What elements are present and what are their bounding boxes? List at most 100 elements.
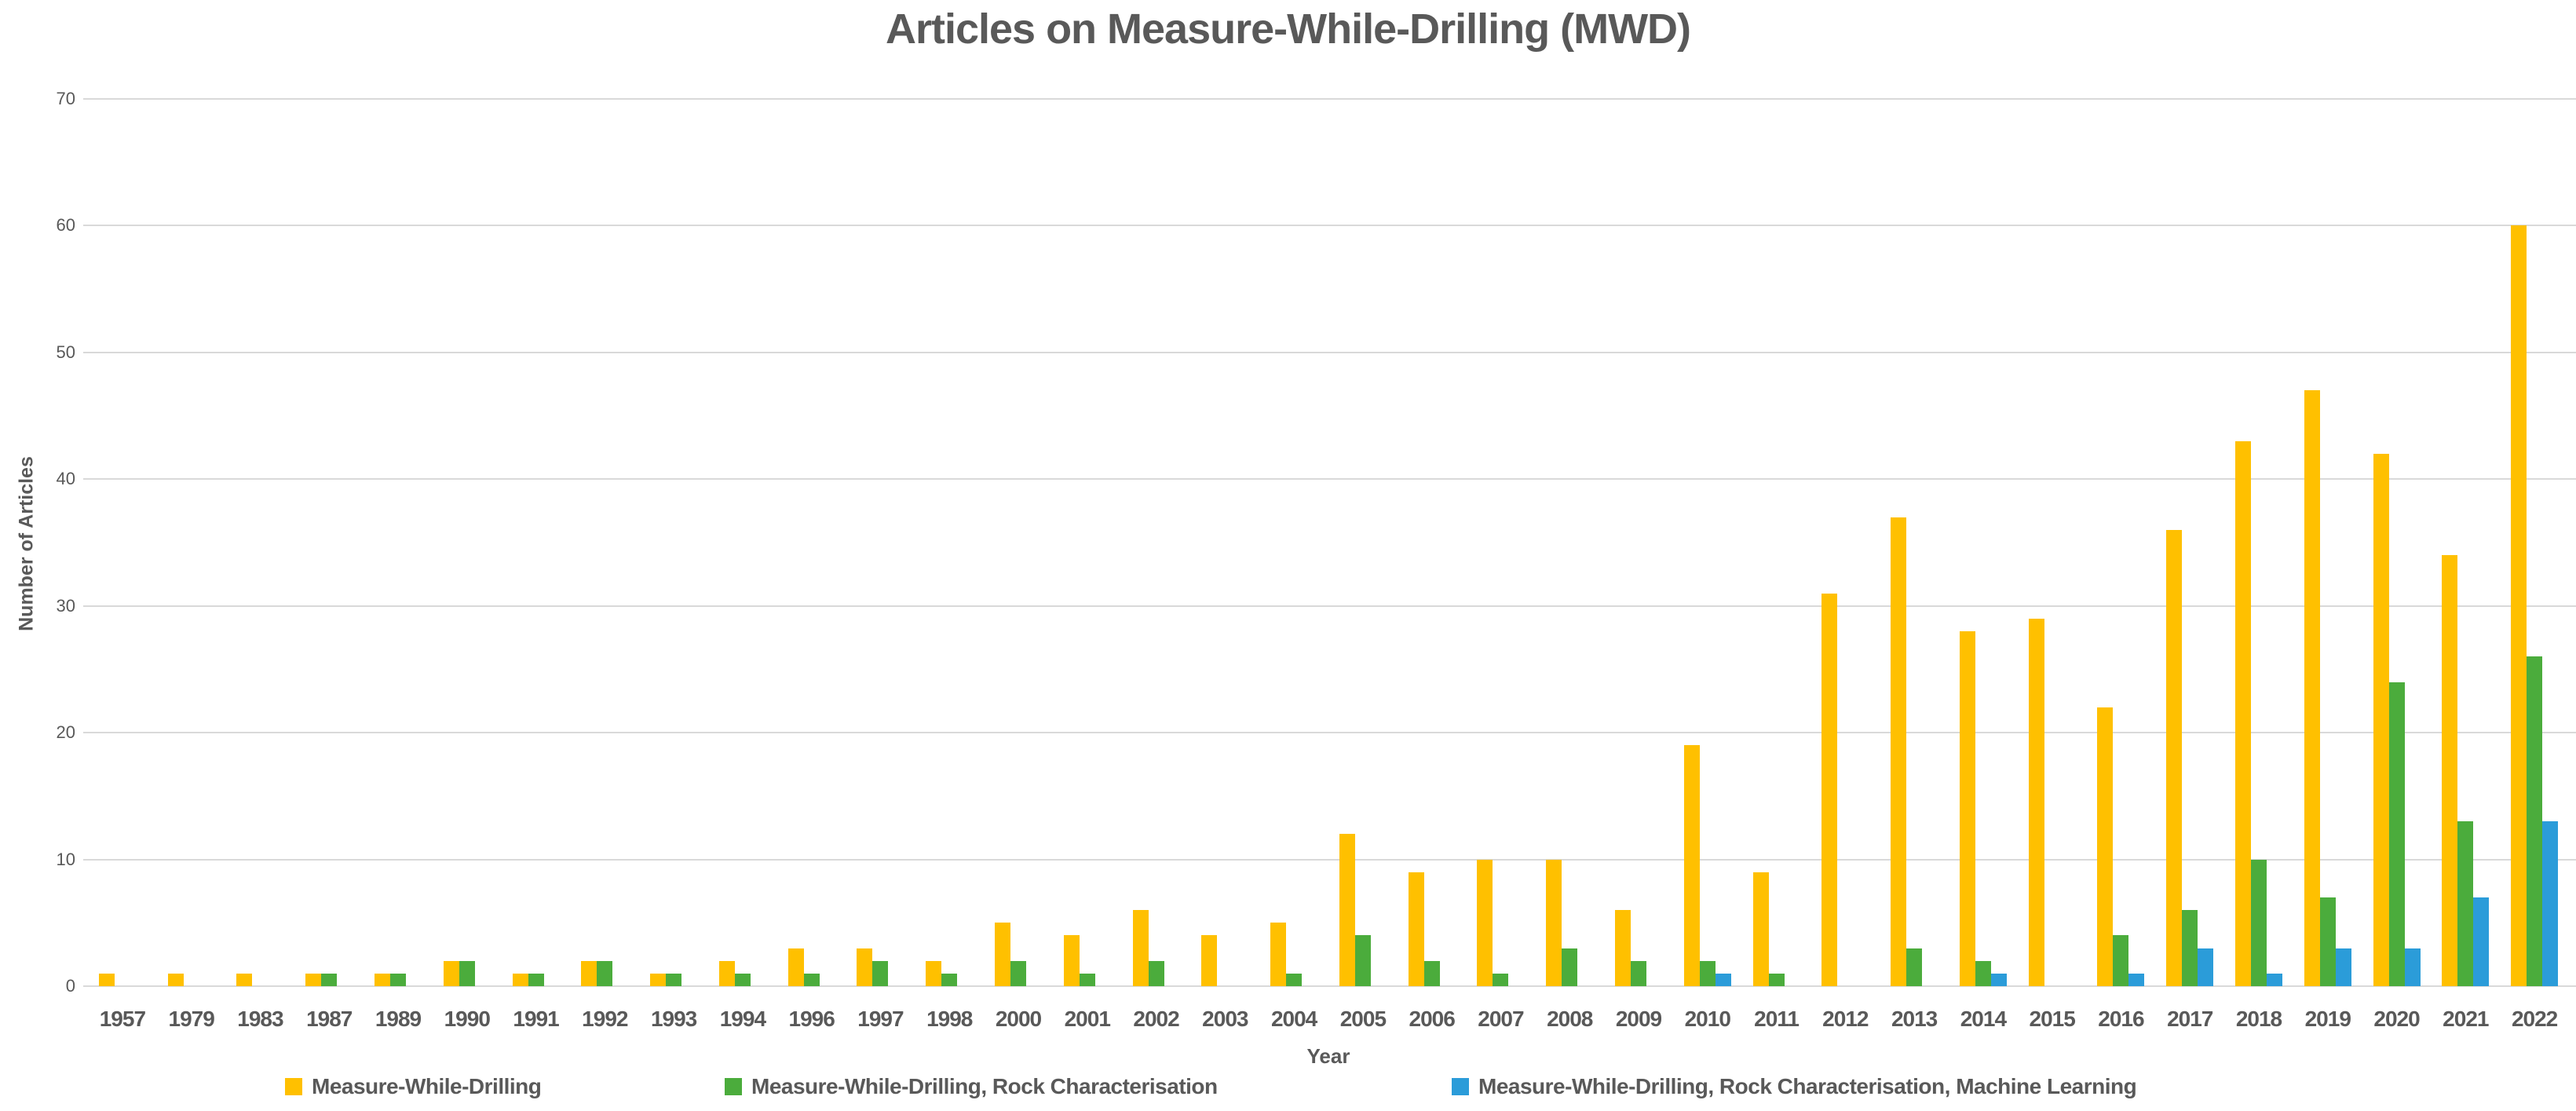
x-tick-label: 2019 [2304, 1007, 2351, 1031]
bar-1998-series2 [941, 973, 958, 986]
bar-2014-series1 [1959, 631, 1975, 986]
x-tick-label: 2020 [2373, 1007, 2420, 1031]
x-tick-label: 1983 [237, 1007, 283, 1031]
x-tick-label: 2004 [1270, 1007, 1317, 1031]
bar-1989-series2 [390, 973, 406, 986]
bar-1994-series1 [718, 960, 735, 986]
bar-1991-series2 [528, 973, 544, 986]
y-tick-label: 40 [56, 469, 75, 489]
gridline-60 [83, 225, 2576, 227]
bar-2011-series1 [1752, 872, 1769, 986]
bar-2019-series3 [2335, 948, 2351, 986]
x-tick-label: 2008 [1547, 1007, 1593, 1031]
x-tick-label: 1993 [650, 1007, 697, 1031]
bar-2009-series2 [1631, 960, 1646, 986]
x-tick-label: 1979 [168, 1007, 215, 1031]
x-tick-label: 2013 [1891, 1007, 1938, 1031]
bar-2012-series1 [1821, 593, 1838, 986]
x-axis-title: Year [1306, 1044, 1350, 1068]
plot-area [83, 98, 2576, 987]
x-tick-label: 1994 [719, 1007, 766, 1031]
gridline-20 [83, 732, 2576, 734]
bar-1987-series1 [305, 973, 322, 986]
bar-1998-series1 [926, 960, 942, 986]
x-tick-label: 2002 [1133, 1007, 1179, 1031]
bar-1987-series2 [321, 973, 338, 986]
bar-2020-series1 [2373, 454, 2389, 986]
x-tick-label: 2015 [2029, 1007, 2076, 1031]
bar-2011-series2 [1768, 973, 1785, 986]
bar-2010-series2 [1699, 960, 1716, 986]
y-tick-label: 50 [56, 342, 75, 362]
bar-2010-series1 [1683, 745, 1700, 986]
bar-2002-series1 [1132, 910, 1149, 986]
y-tick-label: 60 [56, 215, 75, 236]
x-tick-label: 2001 [1064, 1007, 1111, 1031]
bar-2008-series2 [1562, 948, 1578, 986]
bar-2018-series3 [2267, 973, 2282, 986]
x-tick-label: 1992 [582, 1007, 628, 1031]
bar-2016-series2 [2113, 935, 2129, 986]
bar-2014-series2 [1975, 960, 1991, 986]
bar-2004-series2 [1286, 973, 1303, 986]
bar-2016-series3 [2128, 973, 2145, 986]
x-tick-label: 1996 [788, 1007, 835, 1031]
bar-2005-series1 [1339, 834, 1355, 986]
x-tick-label: 2022 [2511, 1007, 2558, 1031]
gridline-50 [83, 351, 2576, 353]
legend: Measure-While-Drilling Measure-While-Dril… [0, 1071, 2576, 1102]
y-tick-label: 10 [56, 849, 75, 869]
legend-swatch-icon [725, 1078, 742, 1095]
bar-1993-series1 [650, 973, 667, 986]
bar-2019-series1 [2304, 390, 2320, 986]
chart-title: Articles on Measure-While-Drilling (MWD) [885, 5, 1691, 53]
bar-1990-series2 [459, 960, 475, 986]
bar-2017-series3 [2198, 948, 2214, 986]
bar-2004-series1 [1270, 923, 1287, 986]
x-tick-label: 2007 [1478, 1007, 1524, 1031]
bar-2009-series1 [1615, 910, 1631, 986]
bar-2002-series2 [1148, 960, 1164, 986]
bar-1996-series2 [803, 973, 820, 986]
bar-2000-series2 [1010, 960, 1026, 986]
legend-label: Measure-While-Drilling, Rock Characteris… [751, 1074, 1218, 1098]
bar-2003-series1 [1201, 935, 1218, 986]
bar-2006-series1 [1408, 872, 1424, 986]
legend-item-1: Measure-While-Drilling [285, 1071, 542, 1102]
bar-2017-series2 [2182, 910, 2198, 986]
gridline-70 [83, 98, 2576, 100]
bar-2013-series2 [1906, 948, 1923, 986]
x-tick-label: 2018 [2235, 1007, 2282, 1031]
y-tick-label: 20 [56, 722, 75, 743]
bar-1996-series1 [787, 948, 804, 986]
x-tick-label: 1991 [513, 1007, 559, 1031]
x-tick-label: 2009 [1615, 1007, 1662, 1031]
bar-2017-series1 [2166, 529, 2183, 986]
bar-2020-series2 [2388, 682, 2405, 986]
bar-2008-series1 [1546, 859, 1562, 986]
bar-2016-series1 [2097, 707, 2114, 986]
bar-1989-series1 [375, 973, 390, 986]
y-tick-label: 0 [65, 976, 75, 996]
x-tick-label: 2016 [2098, 1007, 2144, 1031]
bar-1979-series1 [167, 973, 184, 986]
bar-2018-series1 [2235, 440, 2251, 986]
x-tick-label: 2010 [1684, 1007, 1731, 1031]
x-tick-label: 2012 [1822, 1007, 1869, 1031]
bar-1957-series1 [98, 973, 115, 986]
bar-2020-series3 [2404, 948, 2421, 986]
x-tick-label: 1989 [375, 1007, 422, 1031]
bar-1990-series1 [443, 960, 459, 986]
x-tick-label: 1997 [857, 1007, 904, 1031]
bar-2010-series3 [1715, 973, 1731, 986]
gridline-10 [83, 858, 2576, 861]
bar-2013-series1 [1891, 517, 1907, 986]
legend-label: Measure-While-Drilling, Rock Characteris… [1478, 1074, 2137, 1098]
x-tick-label: 2005 [1339, 1007, 1387, 1031]
gridline-0 [83, 985, 2576, 987]
legend-swatch-icon [285, 1078, 302, 1095]
bar-2007-series2 [1493, 973, 1509, 986]
x-tick-label: 2003 [1202, 1007, 1248, 1031]
x-tick-label: 2000 [995, 1007, 1042, 1031]
bar-2006-series2 [1423, 960, 1440, 986]
